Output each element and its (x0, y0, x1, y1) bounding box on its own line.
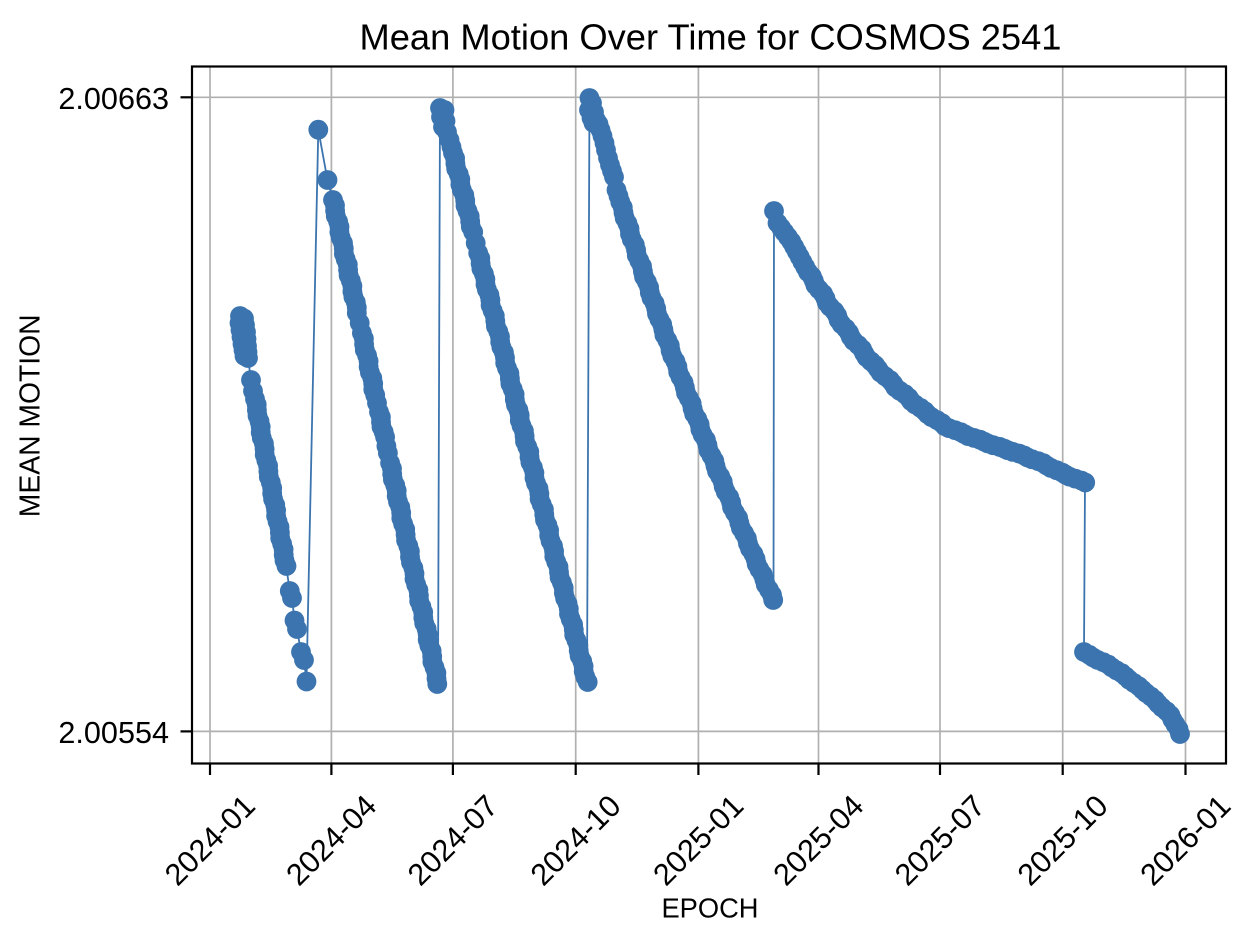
svg-text:2.00663: 2.00663 (58, 82, 169, 116)
svg-text:EPOCH: EPOCH (661, 893, 758, 924)
svg-text:Mean Motion Over Time for COSM: Mean Motion Over Time for COSMOS 2541 (360, 17, 1062, 58)
svg-text:MEAN MOTION: MEAN MOTION (14, 314, 46, 517)
svg-text:2.00554: 2.00554 (58, 716, 169, 750)
